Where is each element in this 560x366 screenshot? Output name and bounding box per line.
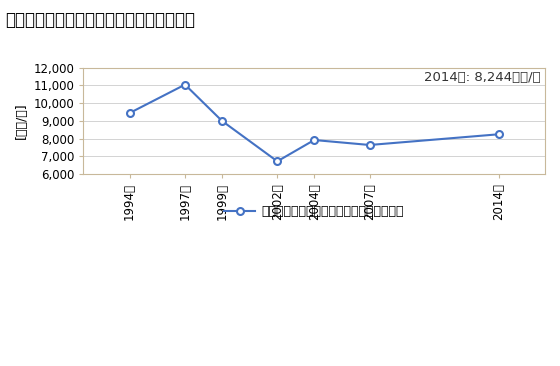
Line: 卸売業の従業者一人当たり年間商品販売額: 卸売業の従業者一人当たり年間商品販売額 bbox=[126, 81, 502, 165]
卸売業の従業者一人当たり年間商品販売額 bbox=[218, 119, 225, 123]
卸売業の従業者一人当たり年間商品販売額 bbox=[181, 82, 188, 87]
Y-axis label: [万円/人]: [万円/人] bbox=[15, 102, 28, 139]
Text: 卸売業の従業者一人当たり年間商品販売額: 卸売業の従業者一人当たり年間商品販売額 bbox=[6, 11, 195, 29]
卸売業の従業者一人当たり年間商品販売額 bbox=[274, 159, 281, 164]
Legend: 卸売業の従業者一人当たり年間商品販売額: 卸売業の従業者一人当たり年間商品販売額 bbox=[219, 200, 409, 223]
Text: 2014年: 8,244万円/人: 2014年: 8,244万円/人 bbox=[424, 71, 540, 84]
卸売業の従業者一人当たり年間商品販売額 bbox=[366, 143, 373, 147]
卸売業の従業者一人当たり年間商品販売額 bbox=[311, 138, 318, 142]
卸売業の従業者一人当たり年間商品販売額 bbox=[496, 132, 502, 137]
卸売業の従業者一人当たり年間商品販売額 bbox=[126, 111, 133, 115]
